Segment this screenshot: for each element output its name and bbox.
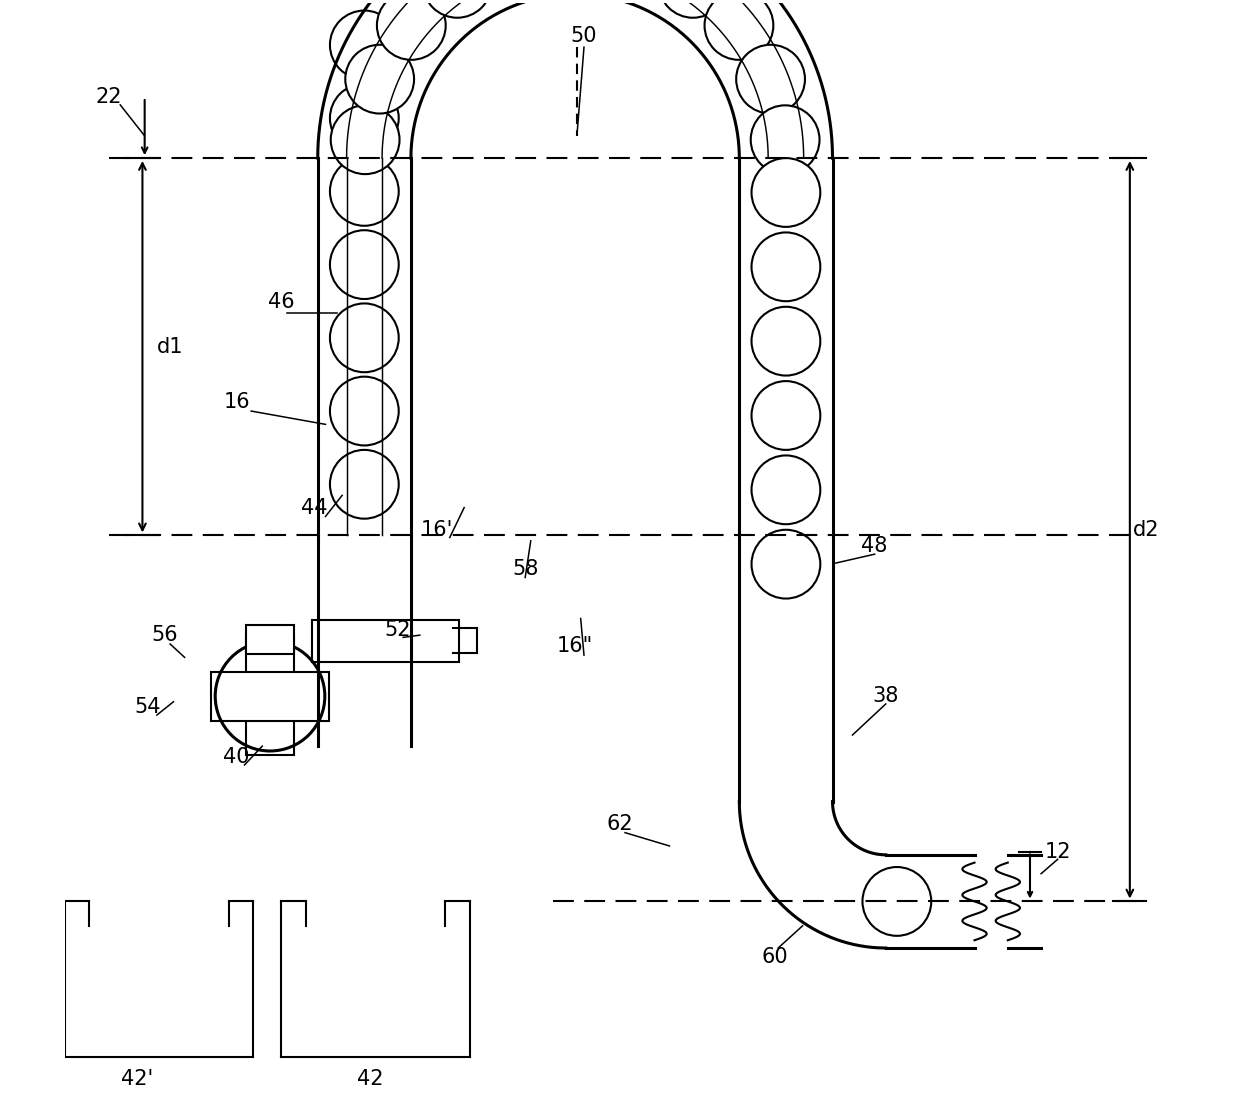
Text: 46: 46: [268, 292, 295, 312]
Text: 16: 16: [223, 392, 250, 413]
Text: 38: 38: [872, 686, 900, 706]
Circle shape: [736, 45, 805, 114]
Circle shape: [330, 10, 399, 79]
Text: 62: 62: [606, 814, 633, 834]
Text: 42: 42: [357, 1069, 383, 1089]
Circle shape: [862, 867, 932, 935]
Circle shape: [330, 84, 399, 153]
Text: 58: 58: [512, 559, 539, 579]
Circle shape: [751, 105, 819, 174]
Text: 50: 50: [571, 26, 597, 46]
Bar: [211, 671, 330, 720]
Text: d2: d2: [1134, 520, 1160, 540]
Circle shape: [377, 0, 446, 60]
Circle shape: [705, 0, 773, 60]
Circle shape: [422, 0, 492, 18]
Text: 56: 56: [151, 626, 178, 646]
Text: 12: 12: [1044, 842, 1070, 862]
Circle shape: [659, 0, 727, 18]
Circle shape: [330, 377, 399, 446]
Circle shape: [752, 381, 820, 449]
Text: 52: 52: [384, 620, 411, 640]
Circle shape: [331, 105, 399, 174]
Text: 60: 60: [762, 947, 788, 967]
Circle shape: [330, 449, 399, 518]
Text: 44: 44: [301, 497, 327, 517]
Circle shape: [330, 230, 399, 299]
Text: d1: d1: [157, 337, 183, 357]
Circle shape: [752, 530, 820, 599]
Text: 42': 42': [120, 1069, 154, 1089]
Circle shape: [346, 45, 414, 114]
FancyBboxPatch shape: [312, 620, 458, 662]
Circle shape: [330, 303, 399, 372]
Circle shape: [752, 455, 820, 524]
Text: 16': 16': [420, 520, 452, 540]
Circle shape: [330, 157, 399, 225]
Text: 22: 22: [95, 87, 123, 107]
Circle shape: [752, 158, 820, 226]
Circle shape: [752, 232, 820, 301]
Text: 16": 16": [558, 637, 593, 657]
Circle shape: [752, 307, 820, 376]
Text: 40: 40: [223, 747, 250, 767]
Bar: [245, 624, 295, 655]
Text: 54: 54: [135, 697, 161, 717]
Text: 48: 48: [861, 536, 888, 556]
Bar: [245, 637, 295, 755]
